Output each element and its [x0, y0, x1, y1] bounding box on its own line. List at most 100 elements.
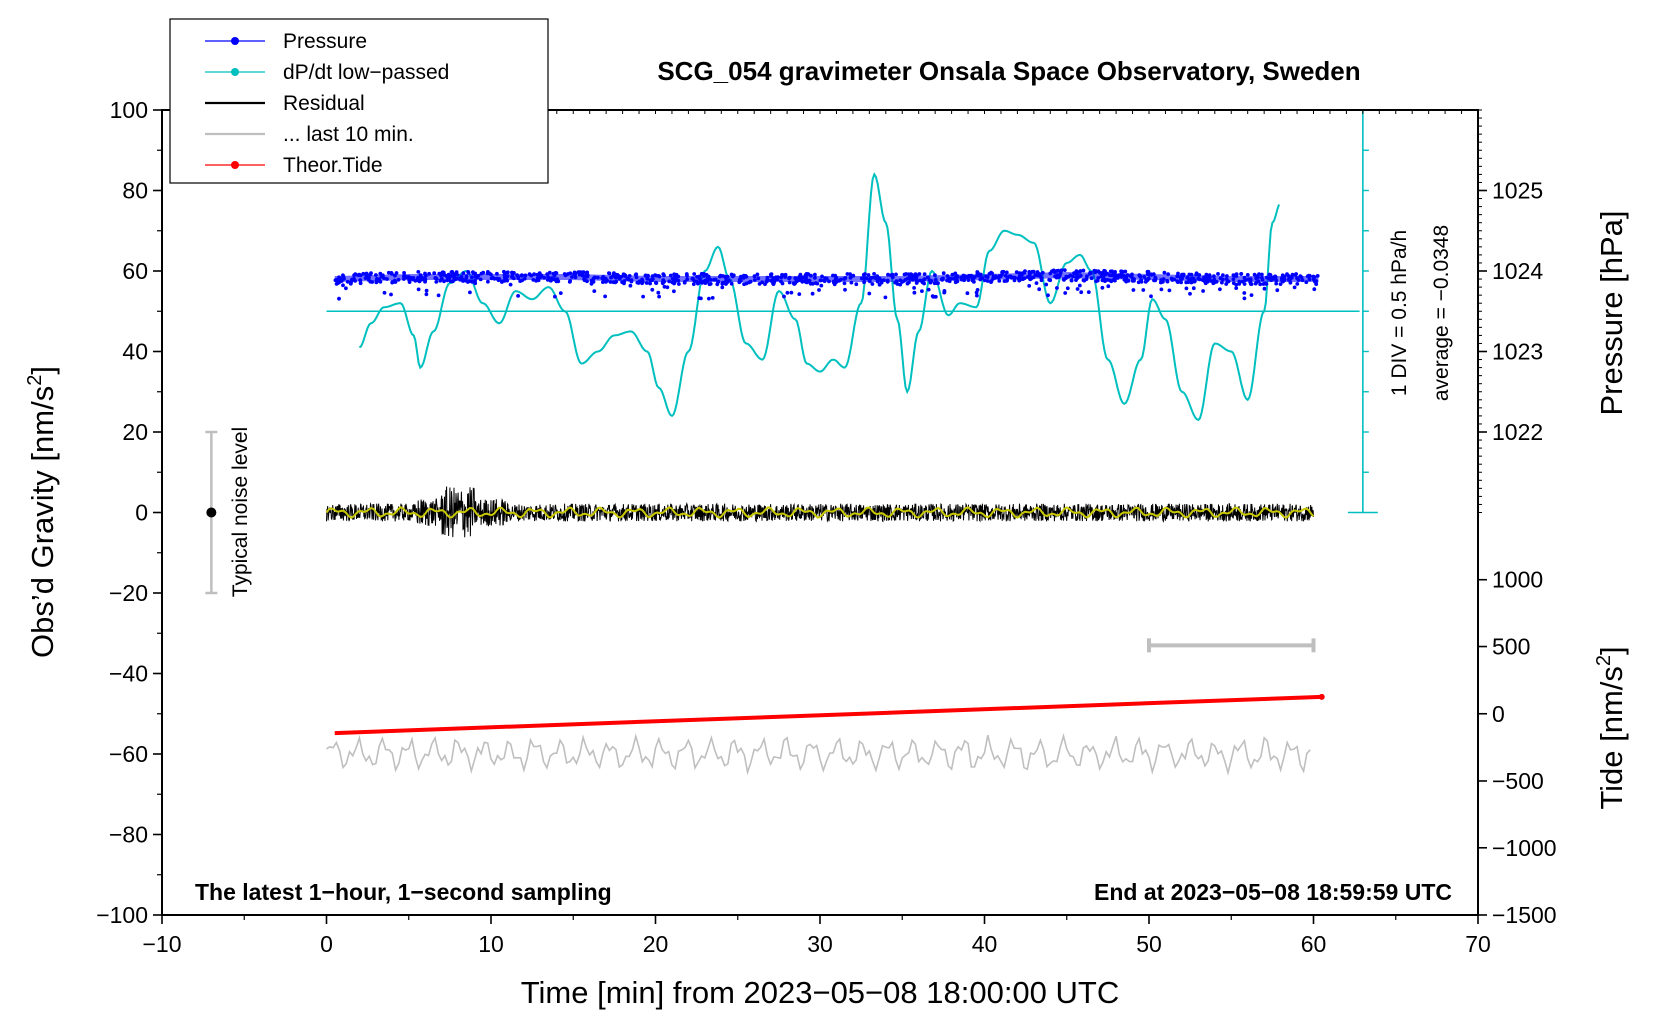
pressure-point: [644, 281, 649, 285]
pressure-point: [833, 280, 838, 285]
pressure-point: [1005, 275, 1010, 280]
pressure-point: [1256, 279, 1261, 284]
pressure-point: [341, 283, 345, 288]
pressure-point: [1040, 270, 1045, 275]
pressure-point: [422, 276, 427, 281]
pressure-point: [427, 271, 431, 276]
pressure-point: [1094, 269, 1099, 274]
pressure-point: [1033, 273, 1038, 277]
y-tick-label: −20: [109, 580, 148, 606]
pressure-point: [706, 274, 711, 279]
pressure-point: [461, 279, 465, 283]
pressure-point: [1061, 277, 1066, 281]
pressure-point: [1037, 287, 1042, 292]
legend-label: ... last 10 min.: [283, 123, 414, 146]
pressure-point: [1029, 276, 1033, 281]
pressure-point: [374, 273, 378, 277]
residual-series: [326, 486, 1314, 538]
pressure-point: [1179, 280, 1183, 285]
y-axis-pressure: 1022 1023 1024 1025: [1478, 109, 1543, 513]
dpdt-baseline-group: [326, 109, 1378, 514]
pressure-point: [1069, 278, 1074, 282]
pressure-point: [989, 280, 993, 284]
pressure-point: [656, 274, 661, 278]
pressure-point: [592, 275, 597, 280]
pressure-point: [797, 292, 802, 296]
pressure-point: [1165, 278, 1169, 283]
theor-tide-line: [334, 694, 1322, 736]
pressure-point: [1106, 284, 1111, 289]
pressure-point: [558, 291, 563, 295]
pressure-point: [1137, 273, 1142, 277]
pressure-point: [890, 272, 895, 277]
x-tick-label: 40: [972, 931, 998, 957]
pressure-point: [353, 279, 357, 283]
pressure-point: [1039, 278, 1044, 283]
pressure-point: [1231, 277, 1236, 282]
legend-label: Pressure: [283, 30, 367, 53]
pressure-point: [755, 272, 760, 277]
pressure-point: [1063, 291, 1068, 295]
pressure-point: [662, 284, 667, 289]
pressure-point: [819, 283, 824, 288]
pressure-point: [1051, 268, 1056, 273]
pressure-point: [917, 272, 922, 276]
dpdt-series: [358, 172, 1280, 422]
pressure-point: [815, 281, 820, 286]
pressure-point: [608, 280, 613, 284]
pressure-point: [672, 289, 676, 294]
pressure-point: [1055, 269, 1059, 273]
pressure-point: [870, 282, 875, 286]
pressure-point: [975, 293, 979, 298]
pressure-point: [1187, 272, 1192, 277]
pressure-point: [439, 273, 443, 278]
pressure-point: [503, 271, 508, 275]
pressure-point: [1122, 274, 1127, 278]
pressure-point: [1149, 294, 1153, 299]
pressure-point: [1012, 275, 1017, 280]
x-tick-label: 70: [1465, 931, 1491, 957]
pressure-point: [794, 279, 799, 284]
pressure-point: [640, 281, 644, 286]
pressure-point: [1256, 275, 1260, 280]
pressure-point: [987, 272, 992, 276]
pressure-point: [928, 280, 933, 285]
pressure-point: [904, 272, 908, 276]
pressure-point: [1312, 287, 1317, 292]
pressure-point: [1094, 279, 1098, 284]
pressure-point: [1101, 274, 1106, 278]
pressure-point: [466, 270, 470, 274]
pressure-point: [454, 270, 459, 275]
pressure-point: [1212, 274, 1216, 279]
pressure-point: [798, 272, 803, 277]
pressure-point: [497, 277, 501, 281]
pressure-point: [1212, 277, 1217, 282]
pressure-point: [1296, 278, 1301, 282]
pressure-point: [1078, 273, 1083, 278]
residual-lowpass-series: [325, 506, 1315, 519]
pressure-point: [334, 282, 339, 286]
y-axis-label-gravity: Obs’d Gravity [nm/s2]: [24, 366, 60, 658]
pressure-point: [508, 282, 513, 287]
x-tick-label: −10: [142, 931, 181, 957]
pressure-point: [905, 281, 910, 286]
pressure-point: [596, 275, 600, 280]
pressure-point: [523, 273, 528, 278]
pressure-point: [1059, 268, 1064, 273]
pressure-point: [345, 279, 350, 284]
pressure-point: [941, 271, 946, 276]
pressure-point: [1295, 282, 1300, 286]
pressure-point: [690, 276, 695, 281]
pressure-point: [729, 281, 734, 286]
pressure-point: [1170, 278, 1175, 282]
pressure-point: [1242, 296, 1247, 301]
pressure-point: [789, 290, 794, 295]
pressure-point: [656, 290, 661, 295]
pressure-point: [603, 294, 607, 299]
pressure-point: [564, 273, 568, 277]
pressure-point: [393, 273, 397, 278]
pressure-point: [668, 273, 673, 278]
pressure-point: [389, 292, 393, 297]
pressure-point: [1141, 288, 1146, 292]
pressure-point: [707, 296, 711, 301]
